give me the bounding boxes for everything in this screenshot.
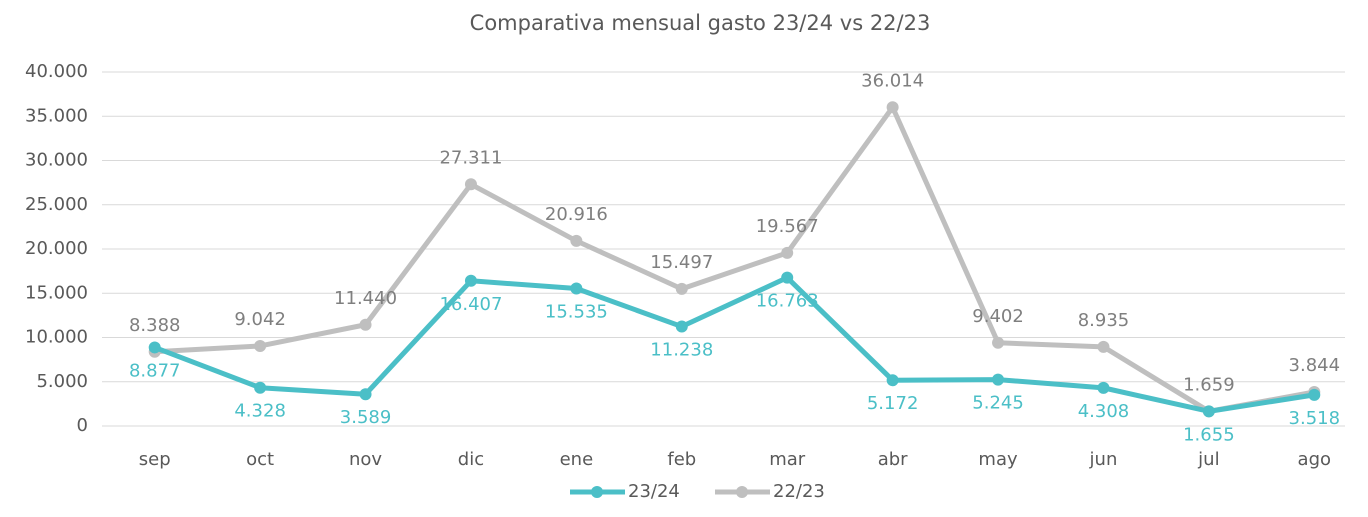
x-tick-label: feb <box>667 449 696 470</box>
legend-marker <box>591 486 603 498</box>
x-tick-label: jul <box>1197 449 1219 470</box>
point <box>1097 340 1110 353</box>
data-label: 15.497 <box>650 252 713 273</box>
point <box>464 178 477 191</box>
point <box>359 388 372 401</box>
y-tick-label: 5.000 <box>36 371 88 392</box>
point <box>1308 388 1321 401</box>
legend-label: 22/23 <box>773 481 825 502</box>
y-tick-label: 0 <box>77 415 88 436</box>
x-tick-label: jun <box>1089 449 1118 470</box>
data-label: 9.042 <box>234 309 286 330</box>
data-label: 16.407 <box>439 294 502 315</box>
point <box>886 101 899 114</box>
y-tick-label: 20.000 <box>25 238 88 259</box>
point <box>675 320 688 333</box>
y-tick-label: 30.000 <box>25 150 88 171</box>
data-label: 3.518 <box>1289 408 1341 429</box>
data-label: 16.763 <box>756 291 819 312</box>
y-tick-label: 40.000 <box>25 61 88 82</box>
x-tick-label: mar <box>769 449 806 470</box>
data-label: 15.535 <box>545 302 608 323</box>
data-label: 27.311 <box>439 147 502 168</box>
series-line <box>153 275 1315 414</box>
point <box>992 373 1005 386</box>
data-label: 8.935 <box>1078 310 1130 331</box>
point <box>254 381 267 394</box>
data-label: 3.844 <box>1289 355 1341 376</box>
data-label: 8.877 <box>129 360 181 381</box>
y-tick-label: 15.000 <box>25 282 88 303</box>
data-label: 20.916 <box>545 204 608 225</box>
data-label: 36.014 <box>861 70 924 91</box>
point <box>886 374 899 387</box>
data-label: 11.440 <box>334 288 397 309</box>
point <box>570 282 583 295</box>
point <box>570 234 583 247</box>
x-tick-label: nov <box>349 449 382 470</box>
point <box>254 339 267 352</box>
y-tick-label: 25.000 <box>25 194 88 215</box>
x-tick-label: dic <box>458 449 484 470</box>
chart-title: Comparativa mensual gasto 23/24 vs 22/23 <box>470 11 931 35</box>
data-label: 19.567 <box>756 216 819 237</box>
point <box>781 246 794 259</box>
data-label: 1.655 <box>1183 424 1235 445</box>
data-label: 8.388 <box>129 315 181 336</box>
legend-label: 23/24 <box>628 481 680 502</box>
data-label: 5.245 <box>972 393 1024 414</box>
data-label: 5.172 <box>867 393 919 414</box>
x-tick-label: abr <box>878 449 908 470</box>
point <box>781 271 794 284</box>
point <box>1202 405 1215 418</box>
x-tick-label: oct <box>246 449 274 470</box>
data-label: 4.308 <box>1078 401 1130 422</box>
data-label: 11.238 <box>650 340 713 361</box>
point <box>675 282 688 295</box>
x-tick-label: sep <box>139 449 171 470</box>
x-tick-label: ene <box>560 449 594 470</box>
data-label: 3.589 <box>340 407 392 428</box>
legend-marker <box>736 486 748 498</box>
data-label: 1.659 <box>1183 374 1235 395</box>
data-label: 9.402 <box>972 306 1024 327</box>
data-label: 4.328 <box>234 401 286 422</box>
point <box>1097 381 1110 394</box>
point <box>359 318 372 331</box>
point <box>148 341 161 354</box>
x-tick-label: ago <box>1298 449 1331 470</box>
series-line <box>154 104 1315 414</box>
point <box>464 274 477 287</box>
x-tick-label: may <box>978 449 1018 470</box>
y-tick-label: 10.000 <box>25 327 88 348</box>
point <box>992 336 1005 349</box>
y-tick-label: 35.000 <box>25 105 88 126</box>
